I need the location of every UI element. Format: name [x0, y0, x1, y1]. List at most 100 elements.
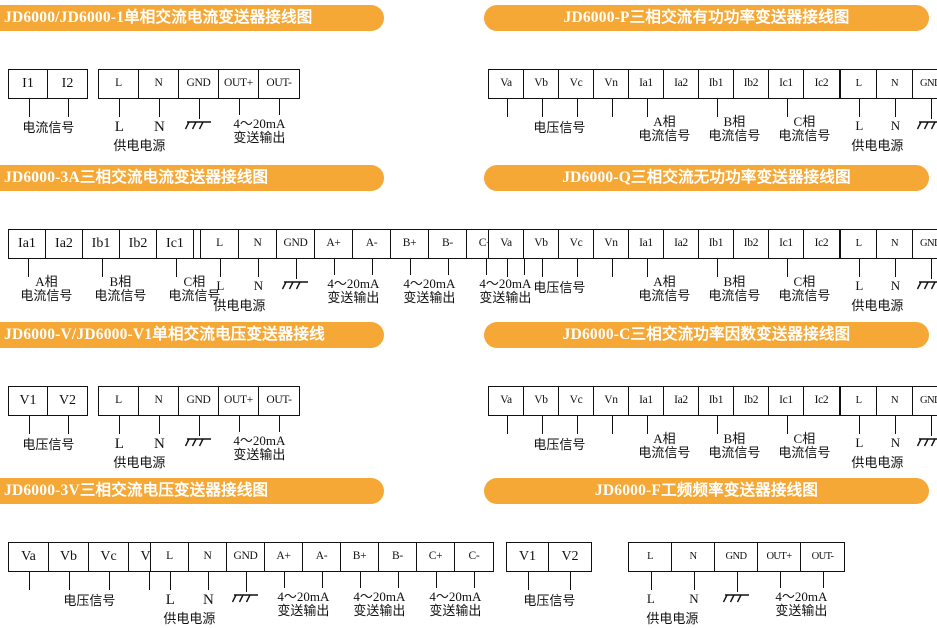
signal-strip-jd6000-q-cell-ib1[interactable]: Ib1	[699, 230, 734, 258]
power-strip-jd6000-v-cell-out[interactable]: OUT+	[219, 387, 259, 415]
power-strip-jd6000-f-cell-n[interactable]: N	[672, 543, 715, 571]
signal-strip-jd6000-q-cell-vb[interactable]: Vb	[524, 230, 559, 258]
signal-strip-jd6000-p-cell-ia1[interactable]: Ia1	[629, 70, 664, 98]
power-label-n-jd6000-f: N	[689, 591, 698, 607]
signal-strip-jd6000-c-cell-vb[interactable]: Vb	[524, 387, 559, 415]
signal-strip-jd6000-q-cell-va[interactable]: Va	[489, 230, 524, 258]
signal-strip-jd6000-q-cell-ib2[interactable]: Ib2	[734, 230, 769, 258]
power-strip-jd6000-3a-cell-b[interactable]: B-	[429, 230, 467, 258]
signal-strip-jd6000-p-cell-ic1[interactable]: Ic1	[769, 70, 804, 98]
voltage-caption-jd6000-q: 电压信号	[533, 280, 585, 296]
signal-strip-jd6000-p-cell-ia2[interactable]: Ia2	[664, 70, 699, 98]
power-label-l-jd6000-p-line-1: L	[855, 118, 864, 133]
power-strip-jd6000-f-cell-gnd[interactable]: GND	[715, 543, 758, 571]
signal-strip-jd6000-c-cell-vc[interactable]: Vc	[559, 387, 594, 415]
signal-strip-jd6000-c-cell-ia1[interactable]: Ia1	[629, 387, 664, 415]
power-strip-jd6000-c-cell-n[interactable]: N	[877, 387, 913, 415]
power-strip-jd6000-3a-cell-b[interactable]: B+	[391, 230, 429, 258]
phase-caption-jd6000-q-1-line-1: B相	[723, 274, 746, 289]
signal-strip-jd6000-1-cell-i2[interactable]: I2	[61, 76, 74, 91]
power-strip-jd6000-c-cell-gnd[interactable]: GND	[913, 387, 937, 415]
lead-n	[208, 572, 210, 590]
signal-strip-jd6000-3a-cell-ic1[interactable]: Ic1	[157, 230, 194, 258]
signal-strip-jd6000-3a-cell-ib1[interactable]: Ib1	[83, 230, 120, 258]
signal-strip-jd6000-c-cell-ic1[interactable]: Ic1	[769, 387, 804, 415]
signal-strip-jd6000-p-cell-vc[interactable]: Vc	[559, 70, 594, 98]
power-strip-jd6000-1-cell-out[interactable]: OUT-	[266, 77, 292, 90]
power-strip-jd6000-q-cell-n[interactable]: N	[877, 230, 913, 258]
power-strip-jd6000-f-cell-out[interactable]: OUT+	[758, 543, 801, 571]
power-strip-jd6000-c-cell-l[interactable]: L	[841, 387, 877, 415]
power-strip-jd6000-3a-cell-a[interactable]: A+	[315, 230, 353, 258]
power-strip-jd6000-3a-cell-n[interactable]: N	[239, 230, 277, 258]
panel-body-jd6000-q: Va Vb Vc Vn Ia1 Ia2 Ib1 Ib2 Ic1 Ic2 电压信号 A相 电流信号 B相 电流…	[478, 191, 937, 321]
signal-strip-jd6000-q-cell-vc[interactable]: Vc	[559, 230, 594, 258]
power-strip-jd6000-1-cell-out[interactable]: OUT+	[219, 70, 259, 98]
power-strip-jd6000-3v-cell-gnd[interactable]: GND	[227, 543, 265, 571]
power-caption-jd6000-v: 供电电源	[113, 455, 165, 471]
signal-strip-jd6000-p-cell-va[interactable]: Va	[489, 70, 524, 98]
signal-strip-jd6000-q-cell-ic2[interactable]: Ic2	[814, 237, 829, 250]
signal-strip-jd6000-3v-cell-vc[interactable]: Vc	[89, 543, 129, 571]
lead-v-1	[541, 99, 543, 117]
signal-strip-jd6000-q-cell-vn[interactable]: Vn	[594, 230, 629, 258]
signal-strip-jd6000-v-cell-v1[interactable]: V1	[9, 387, 48, 415]
phase-caption-jd6000-c-0-line-1: A相	[653, 431, 676, 446]
signal-strip-jd6000-c-cell-ib2[interactable]: Ib2	[734, 387, 769, 415]
signal-strip-jd6000-q-cell-ia2[interactable]: Ia2	[664, 230, 699, 258]
power-strip-jd6000-3v-cell-c[interactable]: C+	[417, 543, 455, 571]
power-strip-jd6000-3a-cell-gnd[interactable]: GND	[277, 230, 315, 258]
panel-jd6000-p: JD6000-P三相交流有功功率变送器接线图 Va Vb Vc Vn Ia1 Ia2 Ib1 I…	[478, 5, 937, 161]
signal-strip-jd6000-3v-cell-va[interactable]: Va	[9, 543, 49, 571]
power-strip-jd6000-q-cell-l[interactable]: L	[841, 230, 877, 258]
power-strip-jd6000-q-cell-gnd[interactable]: GND	[913, 230, 937, 258]
lead-l	[859, 99, 861, 117]
power-strip-jd6000-f-cell-l[interactable]: L	[629, 543, 672, 571]
power-strip-jd6000-3v-cell-n[interactable]: N	[189, 543, 227, 571]
signal-strip-jd6000-3a-cell-ia2[interactable]: Ia2	[46, 230, 83, 258]
signal-strip-jd6000-3a-cell-ib2[interactable]: Ib2	[120, 230, 157, 258]
signal-strip-jd6000-3v-cell-vb[interactable]: Vb	[49, 543, 89, 571]
signal-strip-jd6000-p-cell-ib1[interactable]: Ib1	[699, 70, 734, 98]
power-strip-jd6000-v-cell-l[interactable]: L	[99, 387, 139, 415]
power-label-n-jd6000-c-line-1: N	[890, 435, 901, 450]
signal-strip-jd6000-q-cell-ia1[interactable]: Ia1	[629, 230, 664, 258]
power-strip-jd6000-p-cell-n[interactable]: N	[877, 70, 913, 98]
signal-strip-jd6000-1-cell-i1[interactable]: I1	[9, 70, 48, 98]
signal-strip-jd6000-3a-cell-ia1[interactable]: Ia1	[9, 230, 46, 258]
power-strip-jd6000-3v-cell-l[interactable]: L	[151, 543, 189, 571]
signal-strip-jd6000-p-cell-vb[interactable]: Vb	[524, 70, 559, 98]
phase-caption-jd6000-3a-2: C相 电流信号	[168, 274, 220, 304]
phase-caption-jd6000-c-2-line-1: C相	[793, 431, 816, 446]
power-strip-jd6000-3a-cell-a[interactable]: A-	[353, 230, 391, 258]
power-strip-jd6000-3v-cell-b[interactable]: B+	[341, 543, 379, 571]
power-strip-jd6000-3v-cell-c[interactable]: C-	[468, 550, 480, 563]
signal-strip-jd6000-p-cell-vn[interactable]: Vn	[594, 70, 629, 98]
signal-strip-jd6000-c-cell-ic2[interactable]: Ic2	[814, 394, 829, 407]
power-strip-jd6000-1-cell-l[interactable]: L	[99, 70, 139, 98]
power-strip-jd6000-p-cell-gnd[interactable]: GND	[913, 70, 937, 98]
signal-strip-jd6000-p-cell-ic2[interactable]: Ic2	[814, 77, 829, 90]
power-strip-jd6000-3v-cell-a[interactable]: A+	[265, 543, 303, 571]
power-strip-jd6000-1-cell-gnd[interactable]: GND	[179, 70, 219, 98]
signal-strip-jd6000-f-cell-v1[interactable]: V1	[507, 543, 549, 571]
power-strip-jd6000-v-cell-out[interactable]: OUT-	[266, 394, 292, 407]
signal-strip-jd6000-v-cell-v2[interactable]: V2	[58, 393, 77, 408]
signal-strip-jd6000-f-cell-v2[interactable]: V2	[561, 549, 579, 564]
power-strip-jd6000-1-cell-n[interactable]: N	[139, 70, 179, 98]
signal-strip-jd6000-q-cell-ic1[interactable]: Ic1	[769, 230, 804, 258]
power-strip-jd6000-3v-cell-b[interactable]: B-	[379, 543, 417, 571]
power-strip-jd6000-3v-cell-a[interactable]: A-	[303, 543, 341, 571]
power-strip-jd6000-f-cell-out[interactable]: OUT-	[811, 550, 834, 562]
signal-strip-jd6000-c-cell-ia2[interactable]: Ia2	[664, 387, 699, 415]
signal-strip-jd6000-c-cell-ib1[interactable]: Ib1	[699, 387, 734, 415]
signal-strip-jd6000-c-cell-va[interactable]: Va	[489, 387, 524, 415]
power-strip-jd6000-p-cell-l[interactable]: L	[841, 70, 877, 98]
signal-strip-jd6000-p-cell-ib2[interactable]: Ib2	[734, 70, 769, 98]
power-strip-jd6000-v-cell-n[interactable]: N	[139, 387, 179, 415]
signal-strip-jd6000-c-cell-vn[interactable]: Vn	[594, 387, 629, 415]
power-strip-jd6000-3a-cell-l[interactable]: L	[201, 230, 239, 258]
phase-caption-jd6000-c-1: B相 电流信号	[708, 431, 760, 461]
power-strip-jd6000-v-cell-gnd[interactable]: GND	[179, 387, 219, 415]
